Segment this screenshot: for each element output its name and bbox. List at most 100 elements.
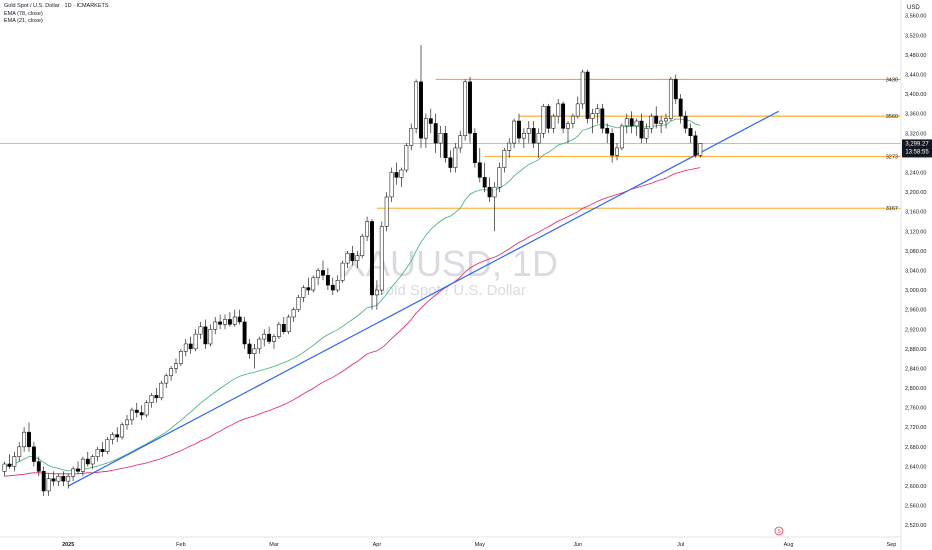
candle-body bbox=[41, 471, 46, 492]
candle-body bbox=[453, 147, 458, 168]
candle bbox=[178, 348, 183, 367]
price-tick-label: 3,360.00 bbox=[905, 112, 926, 118]
candle bbox=[399, 167, 404, 188]
candle bbox=[536, 128, 541, 158]
candle-body bbox=[365, 221, 370, 237]
candle bbox=[590, 108, 595, 134]
current-price-tag: 3,299.27 13:58:55 bbox=[902, 139, 932, 158]
candle-body bbox=[463, 81, 468, 136]
candle-body bbox=[125, 419, 129, 426]
candle bbox=[198, 321, 203, 340]
price-axis[interactable]: 2,520.00 2,560.00 2,600.00 2,640.00 2,680.00… bbox=[905, 14, 926, 530]
candle-body bbox=[306, 287, 311, 291]
candle bbox=[512, 118, 517, 148]
time-tick-label: May bbox=[475, 542, 486, 548]
time-axis[interactable]: 2025 Feb Mar Apr May Jun Jul Aug Sep bbox=[62, 542, 896, 548]
legend-symbol: Gold Spot / U.S. Dollar · 1D · ICMARKETS bbox=[4, 3, 109, 9]
candle bbox=[468, 76, 472, 144]
candle bbox=[129, 407, 134, 425]
candle-body bbox=[698, 143, 703, 156]
price-tick-label: 2,920.00 bbox=[905, 327, 926, 333]
candle-body bbox=[17, 446, 22, 457]
candle-body bbox=[193, 333, 198, 350]
events-icon[interactable]: S bbox=[774, 526, 784, 536]
price-tick-label: 2,560.00 bbox=[905, 504, 926, 510]
candle-body bbox=[247, 343, 252, 355]
candle-body bbox=[61, 475, 66, 482]
price-tick-label: 3,040.00 bbox=[905, 268, 926, 274]
price-tick-label: 3,120.00 bbox=[905, 229, 926, 235]
candle bbox=[580, 69, 585, 109]
candle bbox=[144, 400, 149, 418]
candle-body bbox=[688, 128, 693, 136]
price-tick-label: 3,520.00 bbox=[905, 33, 926, 39]
candle-body bbox=[232, 316, 237, 325]
candle-body bbox=[355, 255, 360, 261]
candle bbox=[659, 116, 664, 134]
candle-body bbox=[213, 321, 218, 330]
candle-body bbox=[551, 115, 556, 129]
candle bbox=[17, 441, 22, 462]
price-tick-label: 3,560.00 bbox=[905, 14, 926, 20]
candle bbox=[561, 101, 566, 134]
candle bbox=[409, 123, 414, 151]
svg-text:S: S bbox=[777, 529, 781, 535]
candle-body bbox=[267, 333, 272, 342]
candle-body bbox=[526, 128, 531, 134]
candle bbox=[526, 121, 531, 144]
time-tick-label: 2025 bbox=[62, 542, 74, 548]
candle-body bbox=[556, 103, 561, 117]
candle-body bbox=[585, 71, 590, 119]
candle bbox=[335, 275, 340, 293]
candle bbox=[223, 314, 227, 330]
candle bbox=[624, 113, 629, 134]
candle bbox=[551, 113, 556, 134]
candle bbox=[453, 143, 458, 173]
level-label: 3560 bbox=[886, 114, 898, 120]
candle-body bbox=[517, 120, 521, 139]
trendline[interactable] bbox=[67, 110, 779, 487]
candle-body bbox=[7, 463, 12, 467]
watermark-name: Gold Spot / U.S. Dollar bbox=[374, 282, 526, 299]
candle bbox=[629, 111, 634, 134]
candle bbox=[428, 108, 433, 134]
candle-body bbox=[477, 162, 482, 178]
price-tick-label: 3,080.00 bbox=[905, 249, 926, 255]
candle-body bbox=[379, 226, 384, 291]
currency-label: USD bbox=[907, 5, 920, 11]
legend-ema-21: EMA (21, close) bbox=[4, 18, 43, 24]
candle-body bbox=[458, 135, 463, 149]
candle-body bbox=[668, 79, 673, 119]
price-tick-label: 3,440.00 bbox=[905, 72, 926, 78]
horizontal-levels: 3430 3560 3273 3167 bbox=[0, 77, 901, 212]
candle bbox=[41, 466, 46, 496]
candle-body bbox=[188, 343, 193, 350]
candle-body bbox=[536, 133, 541, 144]
candle-body bbox=[139, 412, 144, 416]
candle-body bbox=[27, 431, 31, 448]
time-tick-label: Jun bbox=[573, 542, 582, 548]
candle-body bbox=[644, 128, 649, 139]
candle bbox=[360, 233, 365, 259]
candle-body bbox=[350, 253, 355, 261]
candle-body bbox=[404, 145, 409, 171]
candle-body bbox=[66, 475, 71, 482]
candle-body bbox=[340, 262, 345, 281]
candle-body bbox=[51, 478, 56, 482]
candle-body bbox=[227, 319, 232, 325]
candle-body bbox=[71, 468, 76, 477]
candle bbox=[242, 317, 247, 349]
price-tick-label: 2,720.00 bbox=[905, 425, 926, 431]
candle bbox=[76, 461, 80, 474]
candle-body bbox=[330, 284, 335, 291]
candle bbox=[272, 334, 276, 349]
candle-body bbox=[276, 324, 281, 337]
candle-body bbox=[605, 128, 610, 134]
candle-body bbox=[683, 115, 688, 129]
candle bbox=[443, 125, 448, 163]
candle bbox=[649, 113, 654, 134]
candle bbox=[149, 392, 154, 408]
candle-body bbox=[428, 118, 433, 124]
candle bbox=[164, 373, 169, 389]
